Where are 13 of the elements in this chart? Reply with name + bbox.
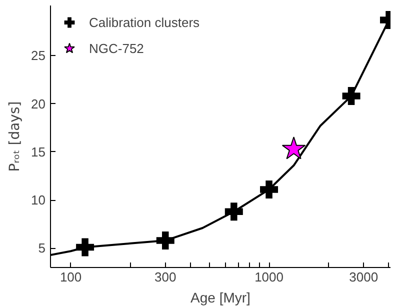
legend-label: Calibration clusters [89,14,200,30]
y-tick-label: 25 [31,48,46,64]
y-tick-label: 20 [31,96,46,112]
y-axis-title: Pᵣₒₜ [days] [7,101,24,172]
y-tick-label: 15 [31,144,46,160]
x-tick-label: 300 [154,270,176,284]
legend-label: NGC-752 [89,40,144,56]
x-tick-label: 100 [60,270,82,284]
y-tick-label: 10 [31,192,46,208]
y-tick-label: 5 [38,240,46,256]
x-tick-label: 1000 [254,270,284,284]
x-tick-label: 3000 [349,270,378,284]
x-axis-title: Age [Myr] [190,290,250,306]
